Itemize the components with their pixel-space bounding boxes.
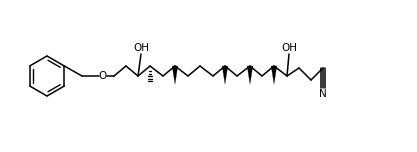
Text: N: N [319, 89, 327, 99]
Polygon shape [247, 66, 253, 84]
Polygon shape [172, 66, 178, 84]
Polygon shape [222, 66, 228, 84]
Text: OH: OH [281, 43, 297, 53]
Text: OH: OH [133, 43, 149, 53]
Text: O: O [99, 71, 107, 81]
Polygon shape [271, 66, 277, 84]
